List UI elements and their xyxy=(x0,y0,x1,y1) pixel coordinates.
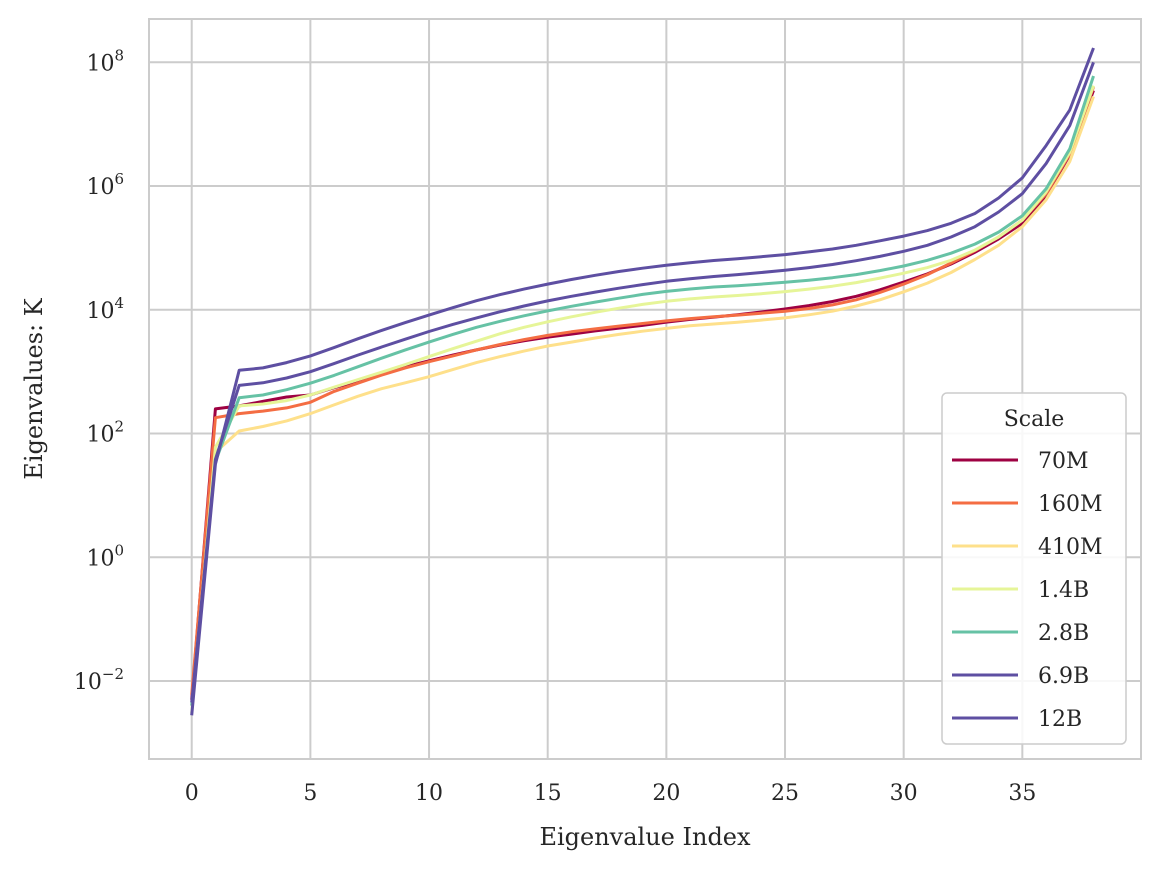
series-lines xyxy=(190,47,1095,716)
legend-label: 1.4B xyxy=(1038,578,1089,603)
series-line-2.8B xyxy=(190,75,1095,706)
y-tick-label: 10−2 xyxy=(74,665,124,695)
series-line-160M xyxy=(190,86,1095,695)
legend-label: 160M xyxy=(1038,492,1103,517)
series-line-12B xyxy=(190,47,1095,716)
y-tick-labels: 10−2 100 102 104 106 108 xyxy=(74,46,124,695)
series-line-6.9B xyxy=(190,61,1095,703)
x-tick-label: 25 xyxy=(771,781,799,806)
legend-label: 12B xyxy=(1038,707,1082,732)
y-tick-label: 102 xyxy=(86,418,124,448)
grid xyxy=(149,19,1141,759)
legend-label: 410M xyxy=(1038,535,1103,560)
y-axis-label: Eigenvalues: K xyxy=(20,297,48,479)
legend-title: Scale xyxy=(1004,407,1065,432)
y-tick-label: 106 xyxy=(86,170,124,200)
legend-label: 70M xyxy=(1038,449,1089,474)
x-tick-label: 15 xyxy=(534,781,562,806)
x-axis-label: Eigenvalue Index xyxy=(539,823,751,851)
x-tick-label: 30 xyxy=(890,781,918,806)
x-tick-label: 5 xyxy=(303,781,317,806)
legend-items: 70M 160M 410M 1.4B 2.8B 6.9B 12B xyxy=(952,449,1103,732)
series-line-410M xyxy=(190,95,1095,706)
y-tick-label: 104 xyxy=(86,294,124,324)
y-tick-label: 100 xyxy=(86,541,124,571)
y-tick-label: 108 xyxy=(86,46,124,76)
legend-label: 6.9B xyxy=(1038,664,1089,689)
x-tick-label: 10 xyxy=(415,781,443,806)
x-tick-label: 0 xyxy=(185,781,199,806)
plot-frame xyxy=(148,18,1142,760)
legend: Scale 70M 160M 410M 1.4B 2.8B 6.9B 12B xyxy=(941,392,1127,745)
series-line-1.4B xyxy=(190,85,1095,714)
legend-box xyxy=(941,392,1127,745)
x-tick-label: 35 xyxy=(1008,781,1036,806)
legend-label: 2.8B xyxy=(1038,621,1089,646)
x-tick-labels: 0 5 10 15 20 25 30 35 xyxy=(185,781,1037,806)
x-tick-label: 20 xyxy=(652,781,680,806)
